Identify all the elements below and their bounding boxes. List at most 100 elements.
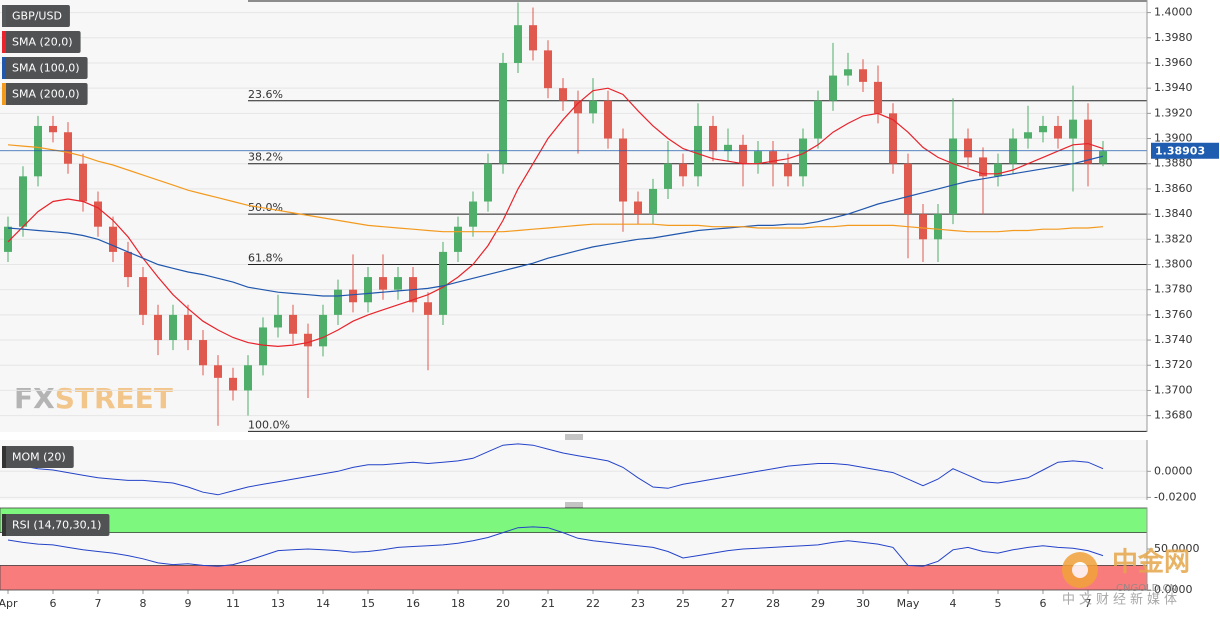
candle-body [799, 138, 807, 177]
candle-body [4, 226, 12, 252]
legend-swatch [2, 446, 6, 468]
sma-line [7, 155, 1104, 297]
candle-body [679, 163, 687, 177]
candle-body [514, 25, 522, 63]
main-panel [0, 0, 1147, 432]
legend-label: GBP/USD [12, 10, 62, 23]
y-tick-label: 1.3880 [1154, 157, 1193, 170]
y-tick-label: 1.3720 [1154, 358, 1193, 371]
legend-box [2, 83, 88, 105]
y-tick-label: 1.3960 [1154, 56, 1193, 69]
candle-body [904, 163, 912, 215]
y-tick-label: 0.0000 [1154, 583, 1193, 596]
watermark-logo: FXSTREET [14, 382, 173, 415]
legend-label: SMA (100,0) [12, 62, 80, 75]
fib-label: 38.2% [248, 151, 283, 164]
candle-body [199, 340, 207, 366]
panel-grip [565, 434, 583, 508]
candle-body [439, 251, 447, 315]
indicator-line [7, 443, 1104, 496]
candle-body [124, 251, 132, 278]
x-tick-label: 25 [676, 597, 690, 610]
x-tick-label: 4 [950, 597, 957, 610]
sma-line [7, 144, 1104, 233]
x-tick-label: 28 [766, 597, 780, 610]
candle-body [1084, 119, 1092, 164]
candle-body [544, 50, 552, 89]
y-tick-label: 1.4000 [1154, 6, 1193, 19]
current-price-label: 1.38903 [1155, 144, 1205, 157]
candle-body [259, 327, 267, 366]
candle-body [454, 226, 462, 252]
candle-body [1024, 132, 1032, 139]
candle-body [304, 333, 312, 347]
legend-item: GBP/USD [2, 5, 70, 27]
rsi-zone [0, 507, 1148, 534]
candle-body [184, 314, 192, 341]
candle-body [469, 201, 477, 227]
candle-body [1069, 119, 1077, 139]
candle-body [664, 163, 672, 189]
legend-box [2, 57, 88, 79]
site-name: 中金网 [1112, 547, 1190, 578]
y-tick-label: 1.3680 [1154, 409, 1193, 422]
x-tick-label: 9 [185, 597, 192, 610]
fib-label: 100.0% [248, 418, 290, 431]
candle-body [289, 314, 297, 334]
x-tick-label: 16 [406, 597, 420, 610]
candle-body [784, 163, 792, 177]
legend-item: SMA (200,0) [2, 83, 88, 105]
candle-body [874, 81, 882, 114]
mom-panel [0, 440, 1147, 500]
candle-body [709, 125, 717, 152]
y-tick-label: 0.0000 [1154, 464, 1193, 477]
x-tick-label: 23 [631, 597, 645, 610]
candle-body [94, 201, 102, 227]
x-tick-label: 29 [811, 597, 825, 610]
y-tick-label: 1.3940 [1154, 81, 1193, 94]
x-tick-label: May [897, 597, 920, 610]
x-tick-label: 22 [586, 597, 600, 610]
candle-body [889, 113, 897, 164]
watermark-street: STREET [55, 382, 173, 415]
y-tick-label: 1.3900 [1154, 132, 1193, 145]
candle-body [529, 25, 537, 51]
indicator-line [7, 526, 1104, 567]
rsi-zone [0, 565, 1148, 591]
y-tick-label: -0.0200 [1154, 490, 1196, 503]
candle-body [319, 314, 327, 347]
legend-box [2, 31, 81, 53]
legend-item: SMA (20,0) [2, 31, 81, 53]
legend-item: MOM (20) [2, 446, 74, 468]
x-tick-label: 7 [1085, 597, 1092, 610]
candle-body [379, 277, 387, 290]
fib-label: 61.8% [248, 251, 283, 264]
candle-body [1099, 151, 1107, 164]
legend-box [2, 5, 70, 27]
legend-box [2, 446, 74, 468]
legend-item: RSI (14,70,30,1) [2, 514, 110, 536]
candle-body [964, 138, 972, 158]
candle-body [484, 163, 492, 202]
x-tick-label: 13 [271, 597, 285, 610]
candle-body [934, 214, 942, 240]
y-tick-label: 1.3980 [1154, 31, 1193, 44]
candle-body [589, 100, 597, 114]
legend-label: SMA (200,0) [12, 88, 80, 101]
x-tick-label: 11 [226, 597, 240, 610]
watermark-fx: FX [14, 382, 55, 415]
candle-body [79, 163, 87, 202]
candle-body [619, 138, 627, 202]
y-tick-label: 1.3800 [1154, 257, 1193, 270]
x-tick-label: 27 [721, 597, 735, 610]
candle-body [1039, 125, 1047, 133]
candle-body [499, 62, 507, 164]
candle-body [349, 289, 357, 303]
candle-body [649, 188, 657, 215]
candle-body [214, 365, 222, 378]
legend-swatch [2, 514, 6, 536]
candle-body [829, 75, 837, 101]
candle-body [724, 144, 732, 152]
candle-body [604, 100, 612, 139]
legend-label: MOM (20) [12, 451, 66, 464]
